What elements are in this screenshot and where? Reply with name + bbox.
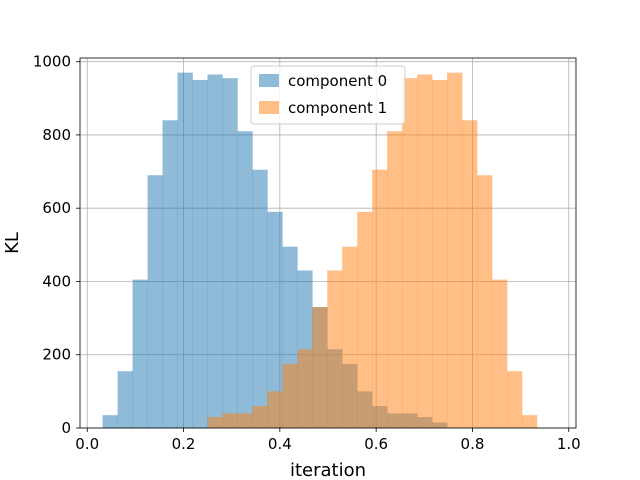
bar-component-1 [506, 371, 523, 428]
bar-component-1 [237, 413, 253, 428]
bar-component-1 [282, 363, 298, 428]
x-tick-label: 0.6 [364, 435, 388, 453]
bar-component-1 [297, 349, 313, 428]
bar-component-1 [521, 415, 538, 428]
y-tick-label: 400 [42, 272, 71, 290]
y-axis-label: KL [2, 232, 23, 254]
bar-component-1 [222, 413, 238, 428]
y-tick-label: 1000 [33, 53, 71, 71]
bar-component-0 [162, 120, 178, 429]
bar-component-1 [372, 169, 388, 428]
bar-component-0 [252, 169, 268, 428]
bar-component-0 [192, 79, 208, 429]
y-tick-label: 800 [42, 126, 71, 144]
legend-label-component-0: component 0 [288, 72, 387, 90]
bar-component-1 [402, 78, 418, 429]
bar-component-1 [432, 79, 448, 429]
legend-box [250, 65, 406, 125]
plot-frame [79, 57, 577, 429]
bar-component-0 [132, 279, 148, 428]
bar-component-0 [102, 415, 118, 428]
bar-component-1 [447, 72, 463, 428]
legend-swatch-component-0 [259, 74, 279, 87]
bar-component-1 [462, 120, 478, 429]
legend: component 0 component 1 [250, 65, 406, 125]
bar-component-1 [417, 74, 433, 429]
bar-component-0 [222, 78, 238, 429]
x-tick-label: 0.4 [268, 435, 292, 453]
legend-swatch-component-1 [259, 101, 279, 114]
bar-component-1 [267, 391, 283, 428]
bar-component-1 [207, 417, 223, 428]
bar-component-0 [117, 371, 133, 428]
bar-component-1 [492, 279, 508, 428]
x-tick-label: 0.2 [172, 435, 196, 453]
x-tick-label: 1.0 [557, 435, 581, 453]
y-tick-label: 600 [42, 199, 71, 217]
legend-label-component-1: component 1 [288, 99, 387, 117]
bar-component-1 [252, 406, 268, 428]
bar-component-0 [147, 175, 163, 428]
histogram-bars [102, 72, 538, 429]
x-tick-label: 0.8 [461, 435, 485, 453]
bar-component-0 [237, 131, 253, 428]
x-tick-label: 0.0 [75, 435, 99, 453]
bar-component-1 [312, 307, 328, 428]
y-tick-label: 200 [42, 346, 71, 364]
bar-component-0 [207, 74, 223, 429]
y-tick-label: 0 [61, 419, 71, 437]
axis-ticks: 0.0 0.2 0.4 0.6 0.8 1.0 0 200 400 600 800 1000 [33, 53, 581, 453]
bar-component-0 [177, 72, 193, 428]
bar-component-1 [342, 246, 358, 428]
bar-component-1 [327, 270, 343, 428]
bar-component-1 [357, 211, 373, 428]
bar-component-1 [387, 131, 403, 428]
bar-component-1 [477, 175, 493, 428]
x-axis-label: iteration [290, 460, 366, 480]
bar-component-0 [267, 211, 283, 428]
